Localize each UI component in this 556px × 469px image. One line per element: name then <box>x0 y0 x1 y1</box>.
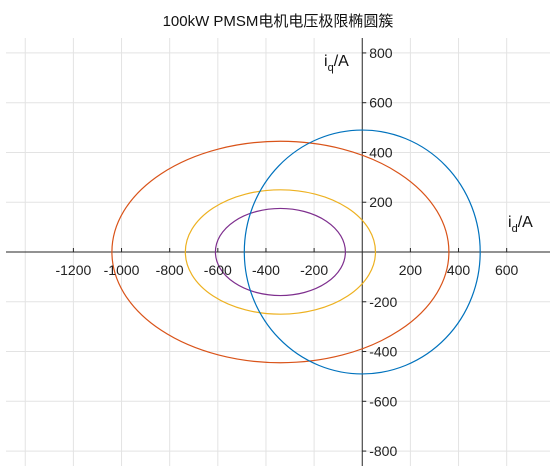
x-tick-label: -400 <box>252 262 280 278</box>
y-tick-label: 800 <box>369 45 393 61</box>
x-axis-label: id/A <box>508 214 533 235</box>
x-tick-label: 400 <box>447 262 471 278</box>
y-axis-label-sub: q <box>328 62 334 74</box>
grid <box>6 38 550 466</box>
x-axis-label-base: i <box>508 214 512 231</box>
x-tick-label: -1200 <box>55 262 91 278</box>
chart-title: 100kW PMSM电机电压极限椭圆簇 <box>163 12 394 30</box>
y-axis-label: iq/A <box>324 53 349 74</box>
x-tick-label: 200 <box>399 262 423 278</box>
x-tick-label: -200 <box>300 262 328 278</box>
x-tick-label: 600 <box>495 262 519 278</box>
y-tick-label: 200 <box>369 194 393 210</box>
axes <box>6 38 550 466</box>
x-tick-label: -1000 <box>104 262 140 278</box>
y-tick-label: 400 <box>369 144 393 160</box>
x-tick-label: -800 <box>156 262 184 278</box>
y-tick-label: 600 <box>369 95 393 111</box>
y-tick-label: -200 <box>369 294 397 310</box>
y-axis-label-base: i <box>324 53 328 70</box>
x-axis-label-unit: /A <box>518 214 533 231</box>
series-curve-2 <box>184 189 377 315</box>
series-curve-4 <box>243 129 481 375</box>
x-tick-label: -600 <box>204 262 232 278</box>
y-axis-label-unit: /A <box>334 53 349 70</box>
x-axis-label-sub: d <box>512 223 518 235</box>
y-tick-label: -600 <box>369 393 397 409</box>
y-tick-label: -400 <box>369 344 397 360</box>
tick-labels: -1200 -1000 -800 -600 -400 -200 200 400 60080060… <box>55 45 518 459</box>
series-curve-1 <box>111 140 450 364</box>
series-group <box>111 129 481 375</box>
series-curve-3 <box>214 207 346 297</box>
y-tick-label: -800 <box>369 443 397 459</box>
